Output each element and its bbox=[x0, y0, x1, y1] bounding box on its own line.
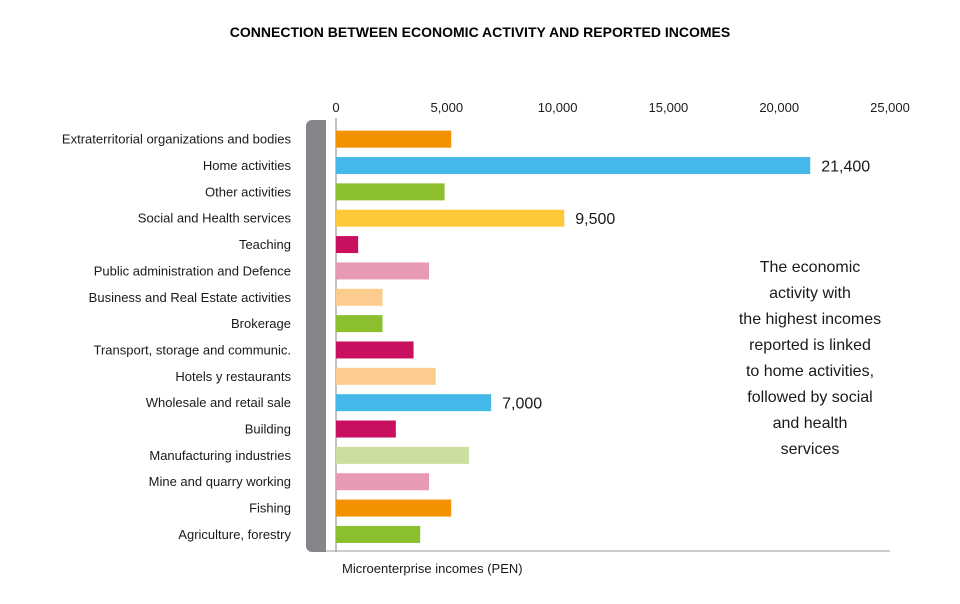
annotation-line: services bbox=[781, 441, 840, 458]
category-label: Business and Real Estate activities bbox=[89, 290, 292, 305]
annotation-line: to home activities, bbox=[746, 363, 874, 380]
x-tick-label: 20,000 bbox=[759, 100, 799, 115]
annotation-line: followed by social bbox=[747, 389, 872, 406]
annotation-line: and health bbox=[773, 415, 848, 432]
annotation-line: activity with bbox=[769, 285, 851, 302]
category-label: Brokerage bbox=[231, 316, 291, 331]
data-label: 9,500 bbox=[575, 211, 615, 228]
category-label: Mine and quarry working bbox=[149, 474, 291, 489]
bar bbox=[336, 420, 396, 438]
bar bbox=[336, 473, 430, 491]
category-label: Home activities bbox=[203, 158, 292, 173]
x-tick-label: 10,000 bbox=[538, 100, 578, 115]
category-label: Building bbox=[245, 422, 291, 437]
category-label: Hotels y restaurants bbox=[175, 369, 291, 384]
bar bbox=[336, 157, 811, 175]
bar bbox=[336, 288, 383, 306]
bar bbox=[336, 130, 452, 148]
category-label: Public administration and Defence bbox=[94, 263, 291, 278]
x-tick-label: 25,000 bbox=[870, 100, 910, 115]
chart-title: CONNECTION BETWEEN ECONOMIC ACTIVITY AND… bbox=[230, 24, 730, 40]
category-label: Transport, storage and communic. bbox=[94, 342, 292, 357]
bar bbox=[336, 262, 430, 280]
annotation-line: The economic bbox=[760, 259, 861, 276]
bar bbox=[336, 367, 436, 385]
annotation-line: reported is linked bbox=[749, 337, 871, 354]
category-label: Other activities bbox=[205, 184, 291, 199]
x-tick-labels: 0 5,000 10,000 15,000 20,000 25,000 bbox=[332, 100, 910, 115]
category-axis-band-edge bbox=[316, 120, 326, 552]
x-tick-label: 0 bbox=[332, 100, 339, 115]
x-axis-label: Microenterprise incomes (PEN) bbox=[342, 561, 523, 576]
data-labels: 21,400 9,500 7,000 bbox=[502, 159, 870, 413]
category-label: Extraterritorial organizations and bodie… bbox=[62, 132, 292, 147]
category-label: Fishing bbox=[249, 501, 291, 516]
x-tick-label: 15,000 bbox=[649, 100, 689, 115]
category-label: Agriculture, forestry bbox=[178, 527, 291, 542]
bar bbox=[336, 236, 359, 254]
category-label: Teaching bbox=[239, 237, 291, 252]
bar bbox=[336, 499, 452, 517]
annotation-text: The economic activity with the highest inc… bbox=[739, 259, 881, 458]
data-label: 21,400 bbox=[821, 159, 870, 176]
category-label: Social and Health services bbox=[138, 211, 292, 226]
category-label: Wholesale and retail sale bbox=[146, 395, 291, 410]
bars bbox=[336, 130, 811, 543]
bar bbox=[336, 446, 469, 464]
bar bbox=[336, 209, 565, 227]
annotation-line: the highest incomes bbox=[739, 311, 881, 328]
bar bbox=[336, 394, 492, 412]
data-label: 7,000 bbox=[502, 396, 542, 413]
bar bbox=[336, 183, 445, 201]
x-tick-label: 5,000 bbox=[431, 100, 464, 115]
category-labels: Extraterritorial organizations and bodie… bbox=[62, 132, 292, 542]
category-label: Manufacturing industries bbox=[149, 448, 291, 463]
bar bbox=[336, 341, 414, 359]
bar bbox=[336, 315, 383, 333]
bar bbox=[336, 525, 421, 543]
